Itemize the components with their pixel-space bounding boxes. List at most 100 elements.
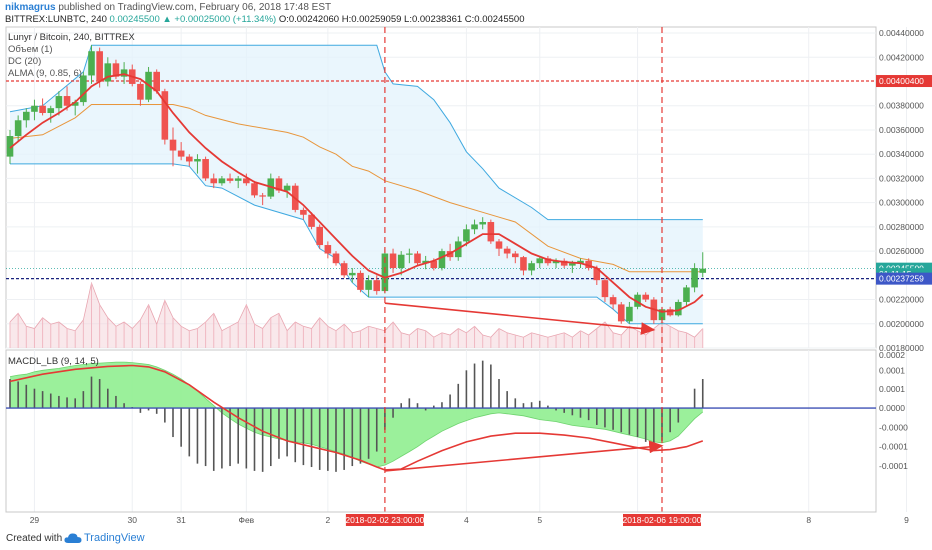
candle [487, 219, 495, 244]
candle-body [666, 309, 674, 316]
macd-tick-label: -0.0000 [879, 422, 908, 432]
candle [226, 173, 234, 184]
candle-body [104, 63, 112, 82]
time-marker-label: 2018-02-06 19:00:00 [623, 515, 702, 525]
candle-body [487, 222, 495, 242]
legend-alma: ALMA (9, 0.85, 6) [8, 68, 82, 79]
price-label-box [876, 75, 932, 88]
macd-histogram [10, 362, 703, 467]
candle [47, 105, 55, 123]
legend-dc: DC (20) [8, 56, 41, 67]
price-divergence-arrow [384, 302, 656, 335]
donchian-upper [9, 44, 703, 221]
candle-body [471, 224, 478, 230]
candle-body [699, 268, 707, 273]
candle-body [120, 69, 128, 77]
candle [373, 275, 381, 295]
candle-body [39, 105, 46, 114]
candle [259, 192, 266, 206]
donchian-middle [9, 104, 703, 273]
candle [528, 260, 535, 276]
price-tick-label: 0.00320000 [879, 173, 924, 183]
candle-body [31, 105, 38, 112]
price-tick-label: 0.00260000 [879, 246, 924, 256]
candle-body [593, 268, 601, 281]
candle-body [634, 294, 641, 307]
candle [39, 98, 46, 116]
price-tick-label: 0.00360000 [879, 125, 924, 135]
macd-tick-label: 0.0000 [879, 403, 905, 413]
candle [699, 252, 707, 278]
candle [340, 260, 348, 278]
author-link[interactable]: nikmagrus [5, 2, 56, 13]
candle-body [23, 111, 30, 121]
candle-body [202, 159, 209, 179]
price-label-box [876, 272, 932, 285]
time-marker-box [345, 514, 424, 526]
candle-body [194, 159, 201, 162]
candle-body [397, 254, 405, 269]
candle [308, 212, 315, 230]
candle [234, 175, 242, 189]
candle [634, 292, 641, 310]
candle [316, 224, 323, 249]
candle-body [251, 183, 258, 196]
candle-body [373, 280, 381, 292]
price-tick-label: 0.00300000 [879, 198, 924, 208]
time-tick-label: Фев [238, 515, 254, 525]
candle [31, 99, 38, 121]
donchian-band [10, 45, 703, 324]
macd-tick-label: -0.0001 [879, 461, 908, 471]
last-price: 0.00245500 [109, 14, 160, 25]
candle [153, 69, 160, 94]
candle-body [683, 287, 690, 302]
candle-body [406, 253, 413, 255]
candle [251, 180, 258, 198]
candle [357, 270, 364, 293]
price-tick-label: 0.00280000 [879, 222, 924, 232]
candle [512, 251, 519, 264]
publish-line: nikmagrus published on TradingView.com, … [5, 2, 331, 13]
volume-line [9, 281, 704, 338]
candle [55, 91, 63, 116]
candle-body [226, 178, 234, 181]
candle [609, 294, 617, 310]
footer: Created with TradingView [0, 528, 932, 550]
candle-body [626, 306, 633, 322]
time-marker-box [623, 514, 701, 526]
macd-tick-label: 0.0002 [879, 350, 905, 360]
candle-body [365, 280, 372, 290]
candle-body [275, 178, 283, 191]
candle-body [218, 178, 226, 184]
candle [332, 251, 340, 266]
tradingview-brand[interactable]: TradingView [84, 532, 145, 544]
candle [324, 241, 332, 259]
candle [691, 263, 698, 293]
candle [503, 246, 511, 259]
candle [210, 173, 218, 189]
candle-body [349, 272, 356, 276]
candle-body [283, 185, 291, 191]
macd-tick-label: 0.0001 [879, 365, 905, 375]
candle [186, 154, 193, 167]
candle-body [14, 120, 22, 137]
candle-body [88, 51, 95, 76]
candle-body [186, 156, 193, 162]
time-tick-label: 8 [806, 515, 811, 525]
legend-macd: MACDL_LB (9, 14, 5) [8, 356, 99, 367]
candle-body [259, 195, 266, 197]
candle-body [389, 253, 397, 269]
candle-body [63, 96, 71, 106]
candle [536, 255, 544, 269]
candle [80, 71, 87, 106]
candle-body [422, 260, 429, 264]
chart-canvas[interactable]: 0.00440000 0.00420000 0.00380000 0.00360000… [0, 0, 932, 528]
candle [349, 268, 356, 283]
symbol-line: BITTREX:LUNBTC, 240 0.00245500 ▲ +0.0002… [5, 14, 524, 25]
candle-body [495, 241, 503, 249]
candle-body [658, 309, 666, 321]
candle [120, 62, 128, 84]
time-marker-label: 2018-02-02 23:00:00 [345, 515, 424, 525]
macd-signal-line [9, 364, 704, 471]
legend-title: Lunyr / Bitcoin, 240, BITTREX [8, 32, 135, 43]
